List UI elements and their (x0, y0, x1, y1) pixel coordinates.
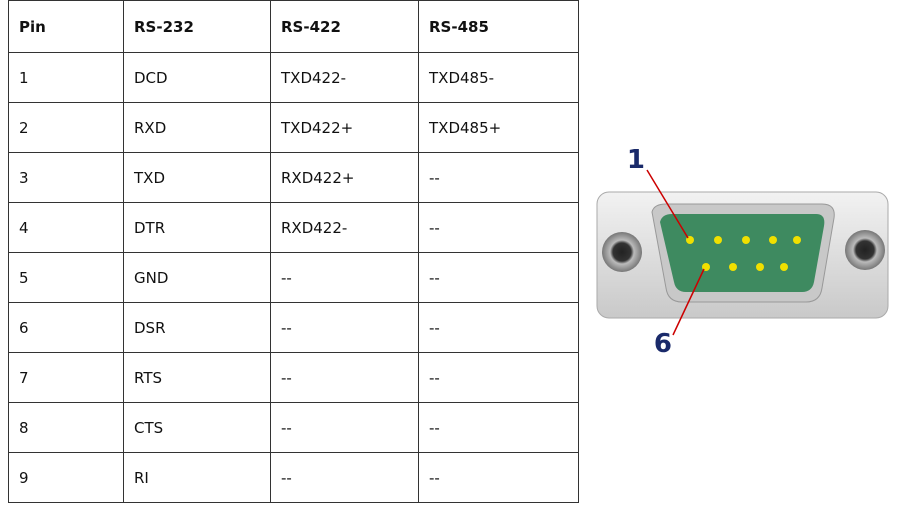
table-cell: GND (123, 252, 271, 303)
table-cell: -- (418, 302, 579, 353)
table-row: 1 DCD TXD422- TXD485- (8, 52, 579, 103)
table-cell: DSR (123, 302, 271, 353)
table-row: 2 RXD TXD422+ TXD485+ (8, 102, 579, 153)
table-row: 8 CTS -- -- (8, 402, 579, 453)
table-cell: TXD422- (270, 52, 419, 103)
header-cell: Pin (8, 0, 124, 53)
table-cell: -- (418, 452, 579, 503)
table-cell: -- (270, 302, 419, 353)
table-cell: DCD (123, 52, 271, 103)
table-row: 6 DSR -- -- (8, 302, 579, 353)
table-cell: -- (270, 402, 419, 453)
table-cell: -- (270, 452, 419, 503)
header-cell: RS-485 (418, 0, 579, 53)
table-cell: 3 (8, 152, 124, 203)
table-cell: TXD485+ (418, 102, 579, 153)
table-cell: 5 (8, 252, 124, 303)
insulator (660, 214, 825, 292)
table-cell: RI (123, 452, 271, 503)
table-cell: CTS (123, 402, 271, 453)
table-cell: 8 (8, 402, 124, 453)
table-cell: DTR (123, 202, 271, 253)
table-cell: TXD (123, 152, 271, 203)
table-cell: -- (418, 202, 579, 253)
table-cell: -- (270, 352, 419, 403)
pins (686, 236, 801, 271)
table-cell: RXD422+ (270, 152, 419, 203)
screw (602, 232, 642, 272)
table-cell: 9 (8, 452, 124, 503)
table-body: 1 DCD TXD422- TXD485- 2 RXD TXD422+ TXD485+ 3 TXD… (8, 52, 579, 503)
pinout-table: Pin RS-232 RS-422 RS-485 1 DCD TXD422- TXD485-… (8, 0, 579, 503)
table-cell: 1 (8, 52, 124, 103)
header-cell: RS-232 (123, 0, 271, 53)
pin-label: 1 (627, 145, 645, 175)
table-cell: -- (418, 252, 579, 303)
table-cell: 4 (8, 202, 124, 253)
table-cell: RXD422- (270, 202, 419, 253)
header-row: Pin RS-232 RS-422 RS-485 (8, 0, 579, 53)
pointer (646, 169, 689, 239)
table-cell: TXD422+ (270, 102, 419, 153)
pin-label: 6 (654, 329, 672, 359)
table-row: 5 GND -- -- (8, 252, 579, 303)
table-cell: -- (418, 152, 579, 203)
table-cell: -- (270, 252, 419, 303)
db9-connector: 1 6 (596, 145, 889, 359)
table-row: 7 RTS -- -- (8, 352, 579, 403)
table-cell: RTS (123, 352, 271, 403)
table-row: 3 TXD RXD422+ -- (8, 152, 579, 203)
table-cell: 7 (8, 352, 124, 403)
screw (845, 230, 885, 270)
table-row: 4 DTR RXD422- -- (8, 202, 579, 253)
table-cell: TXD485- (418, 52, 579, 103)
table-row: 9 RI -- -- (8, 452, 579, 503)
table-cell: -- (418, 352, 579, 403)
table-cell: RXD (123, 102, 271, 153)
table-cell: -- (418, 402, 579, 453)
table-cell: 6 (8, 302, 124, 353)
pointer (672, 268, 705, 336)
header-cell: RS-422 (270, 0, 419, 53)
table-cell: 2 (8, 102, 124, 153)
